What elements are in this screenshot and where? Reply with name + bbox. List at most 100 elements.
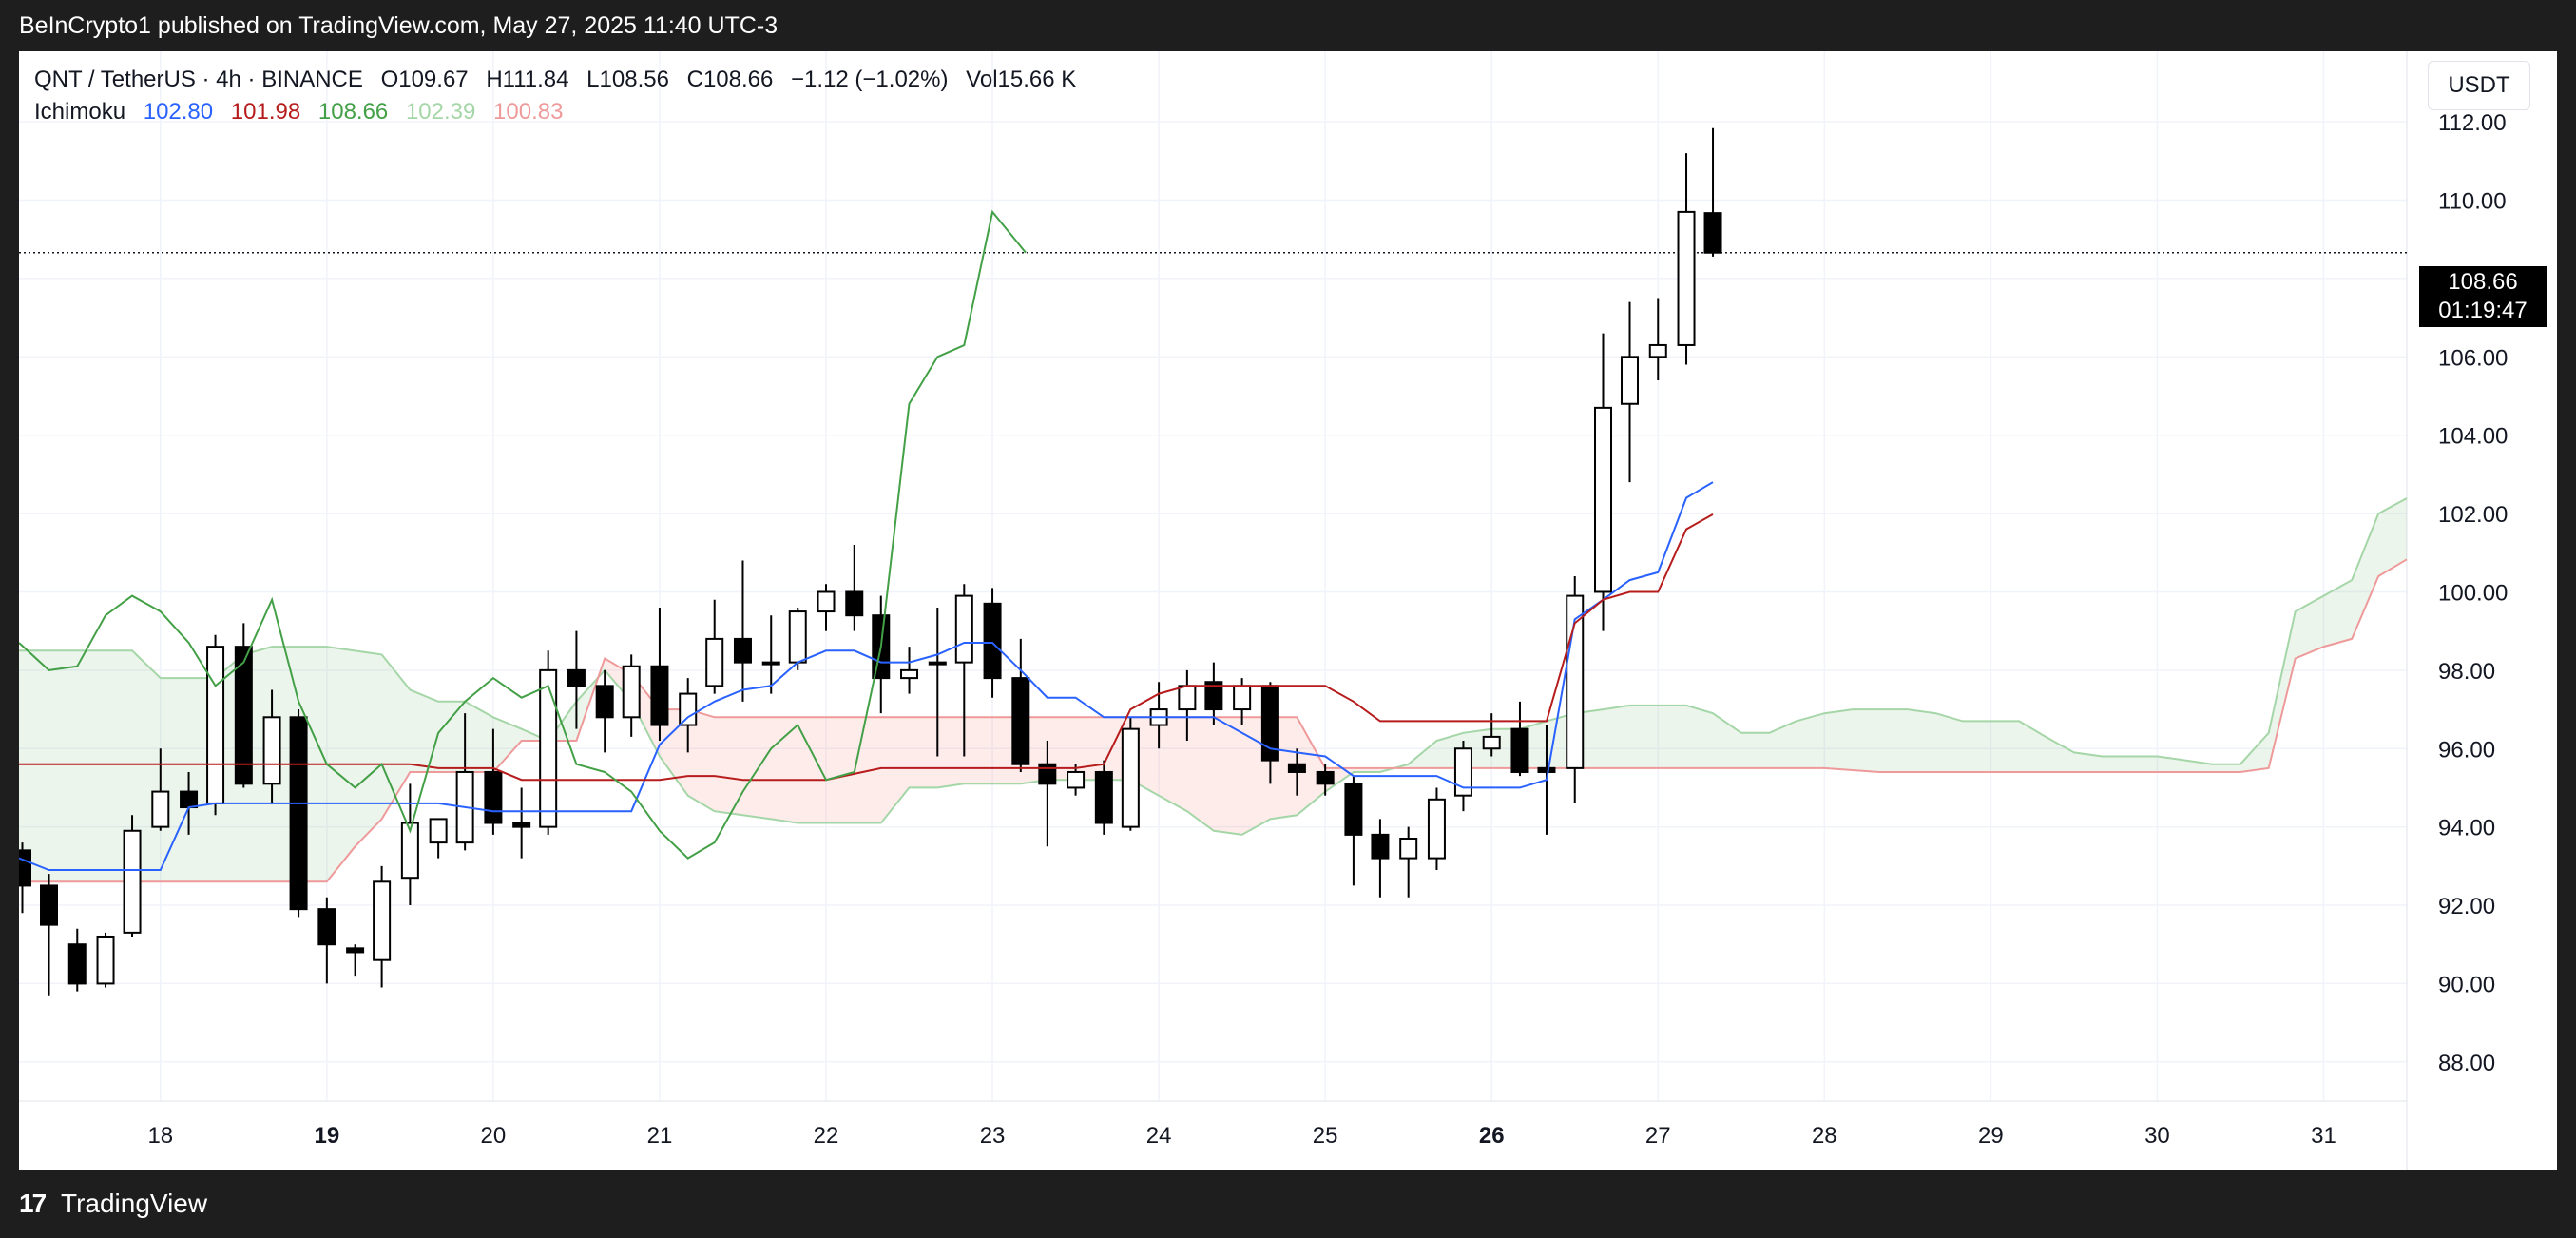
candle-down[interactable] [595, 685, 614, 719]
cloud-fill [1769, 721, 1797, 768]
candle-up[interactable] [400, 822, 419, 880]
candle-down[interactable] [567, 668, 586, 687]
symbol-legend: QNT / TetherUS · 4h · BINANCE O109.67 H1… [34, 67, 1076, 93]
candle-up[interactable] [1453, 747, 1472, 797]
cloud-fill [2295, 595, 2324, 659]
candle-up[interactable] [1648, 343, 1667, 358]
high-value: H111.84 [486, 67, 569, 92]
candle-down[interactable] [1038, 763, 1057, 785]
candle-down[interactable] [1011, 677, 1030, 765]
time-axis-label: 23 [980, 1123, 1006, 1149]
price-axis-label: 110.00 [2438, 189, 2507, 215]
cloud-fill [880, 717, 910, 823]
candle-down[interactable] [484, 770, 503, 824]
candle-up[interactable] [761, 661, 780, 666]
lagging-span-line [19, 209, 1027, 860]
candle-up[interactable] [788, 610, 807, 664]
candle-up[interactable] [900, 668, 919, 680]
candle-up[interactable] [429, 818, 448, 844]
candle-down[interactable] [346, 947, 365, 954]
cloud-fill [1075, 717, 1105, 781]
candle-down[interactable] [289, 716, 308, 911]
base-line-line [19, 513, 1714, 782]
candle-up[interactable] [262, 716, 281, 785]
indicator-label[interactable]: Ichimoku [34, 99, 126, 125]
chart-panel[interactable]: 88.00 90.00 92.00 94.00 96.00 98.00 100.00 102.… [19, 51, 2557, 1170]
cloud-fill [2046, 736, 2074, 772]
candle-down[interactable] [1344, 783, 1363, 836]
candle-down[interactable] [317, 908, 336, 946]
candle-down[interactable] [40, 884, 59, 926]
cloud-fill [381, 654, 411, 820]
candle-down[interactable] [19, 849, 32, 887]
candle-up[interactable] [1593, 406, 1612, 593]
time-axis-label: 24 [1146, 1123, 1172, 1149]
candle-down[interactable] [733, 637, 752, 664]
candle-down[interactable] [234, 646, 253, 785]
candle-down[interactable] [1287, 763, 1306, 773]
candle-down[interactable] [1371, 833, 1390, 860]
cloud-fill [2352, 513, 2379, 639]
price-axis-label: 94.00 [2438, 816, 2495, 841]
time-axis-label: 18 [147, 1123, 173, 1149]
candle-up[interactable] [705, 637, 724, 687]
candle-up[interactable] [1427, 798, 1446, 860]
candle-up[interactable] [1233, 685, 1252, 711]
tradingview-logo-icon[interactable]: 17 [19, 1189, 47, 1218]
candle-down[interactable] [1703, 212, 1722, 254]
candle-up[interactable] [1399, 838, 1418, 860]
cloud-fill [2157, 756, 2186, 772]
time-axis-label: 28 [1812, 1123, 1837, 1149]
candle-down[interactable] [512, 822, 531, 828]
candle-down[interactable] [180, 790, 199, 809]
candle-up[interactable] [539, 668, 558, 828]
time-axis-label: 25 [1313, 1123, 1338, 1149]
cloud-fill [798, 717, 827, 823]
price-chart[interactable]: 88.00 90.00 92.00 94.00 96.00 98.00 100.00 102.… [19, 51, 2557, 1170]
cloud-fill [742, 717, 772, 820]
cloud-fill [964, 717, 993, 784]
candle-up[interactable] [1067, 770, 1086, 789]
cloud-fill [2268, 611, 2296, 768]
candle-up[interactable] [817, 590, 836, 613]
symbol-label[interactable]: QNT / TetherUS · 4h · BINANCE [34, 67, 363, 92]
cloud-fill [77, 650, 133, 882]
candle-down[interactable] [1204, 681, 1223, 711]
price-axis-label: 98.00 [2438, 659, 2495, 685]
cloud-fill [2212, 764, 2240, 772]
candle-down[interactable] [650, 665, 669, 726]
candle-up[interactable] [96, 935, 115, 985]
candle-down[interactable] [1316, 770, 1335, 785]
candle-up[interactable] [1121, 727, 1140, 828]
currency-button[interactable]: USDT [2428, 61, 2530, 110]
publisher-bar: BeInCrypto1 published on TradingView.com… [0, 0, 2576, 51]
cloud-fill [410, 689, 439, 772]
candle-up[interactable] [622, 665, 641, 719]
candle-up[interactable] [954, 594, 973, 664]
leading-span-b-line [19, 558, 2408, 883]
conversion-line-line [19, 481, 1714, 871]
candle-down[interactable] [845, 590, 864, 617]
candle-up[interactable] [928, 661, 947, 666]
cloud-fill [19, 650, 78, 882]
candle-up[interactable] [151, 790, 170, 828]
candle-up[interactable] [1677, 210, 1696, 346]
candle-up[interactable] [123, 829, 142, 934]
candle-down[interactable] [67, 943, 87, 985]
candle-up[interactable] [1482, 735, 1501, 750]
candle-up[interactable] [206, 646, 225, 804]
candle-down[interactable] [1094, 770, 1113, 824]
price-axis-label: 112.00 [2438, 110, 2507, 136]
time-axis-label: 20 [481, 1123, 507, 1149]
candle-up[interactable] [373, 880, 392, 961]
cloud-fill [492, 717, 522, 772]
footer-brand[interactable]: TradingView [61, 1189, 208, 1218]
candle-up[interactable] [1178, 685, 1197, 711]
cloud-fill [2073, 752, 2103, 772]
candle-down[interactable] [1510, 727, 1529, 773]
cloud-fill [2323, 580, 2353, 648]
candle-up[interactable] [679, 692, 698, 726]
candle-up[interactable] [1621, 356, 1640, 405]
candle-down[interactable] [983, 602, 1002, 680]
candle-down[interactable] [1537, 766, 1556, 773]
